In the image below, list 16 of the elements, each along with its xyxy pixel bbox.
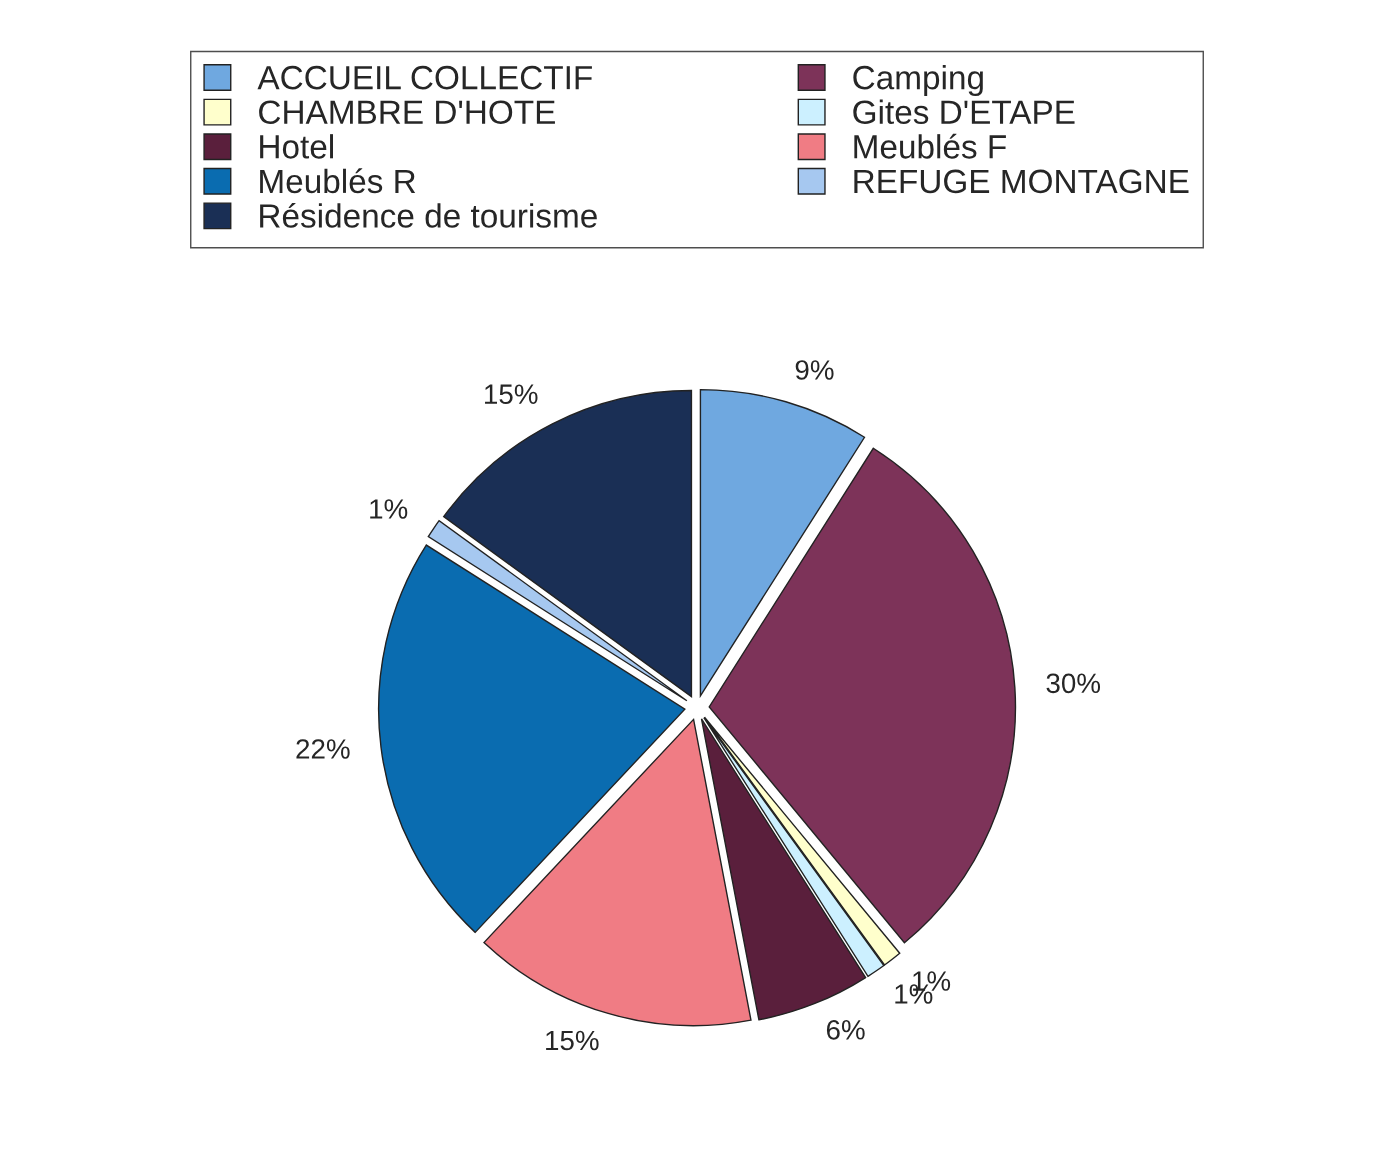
legend-label: Gites D'ETAPE — [853, 99, 1075, 125]
legend-label: REFUGE MONTAGNE — [854, 169, 1189, 194]
data-label: 15% — [546, 1030, 599, 1051]
legend-label: Résidence de tourisme — [260, 202, 597, 228]
data-label: 15% — [485, 384, 538, 404]
legend-label: Camping — [853, 64, 983, 97]
legend-label: Hotel — [260, 134, 333, 159]
legend-label: Meublés F — [854, 133, 1006, 159]
data-label: 22% — [296, 739, 350, 759]
data-label: 6% — [826, 1019, 865, 1040]
data-label: 9% — [795, 360, 834, 380]
data-label: 1% — [370, 499, 408, 519]
data-label: 30% — [1046, 673, 1101, 694]
legend-label: CHAMBRE D'HOTE — [259, 100, 555, 125]
legend-label: Meublés R — [260, 168, 416, 194]
legend-label: ACCUEIL COLLECTIF — [257, 65, 592, 90]
